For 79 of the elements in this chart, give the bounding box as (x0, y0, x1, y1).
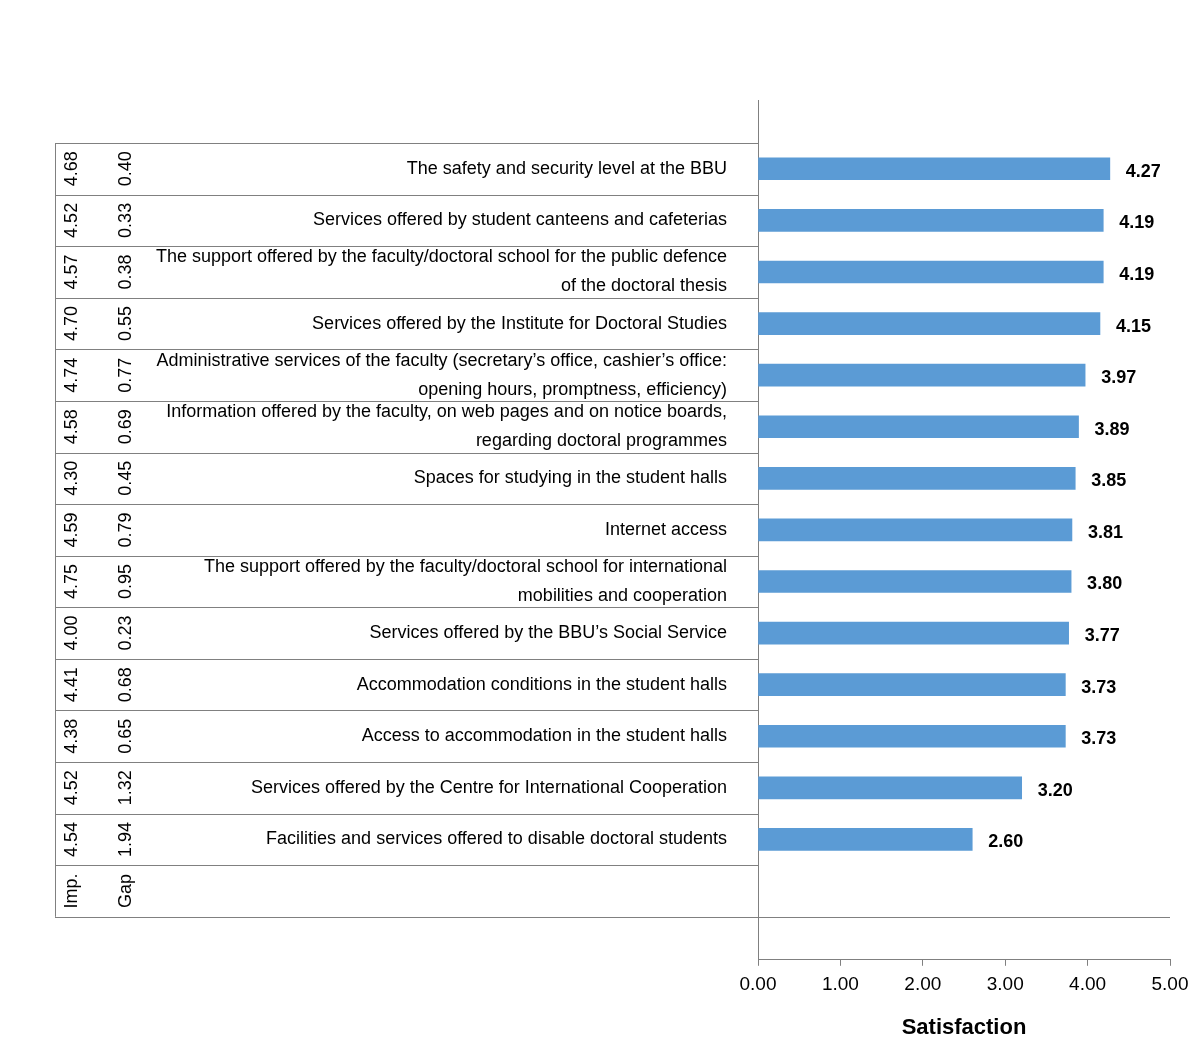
text: 4.58 (60, 409, 81, 445)
x-tick-label: 1.00 (821, 973, 859, 995)
text: 4.74 (60, 357, 81, 393)
text: 0.23 (114, 615, 135, 651)
text: 4.41 (60, 667, 81, 703)
text: 4.57 (60, 254, 81, 290)
text: 0.65 (114, 718, 135, 754)
bar (758, 157, 1111, 181)
x-tick-label: 3.00 (986, 973, 1024, 995)
y-tick-label: Services offered by the Institute for Doctoral Studies (312, 312, 727, 333)
bar (758, 621, 1069, 645)
y-tick-label: Services offered by the Centre for International Cooperation (251, 776, 727, 797)
bar (758, 209, 1104, 232)
text: 0.69 (114, 409, 135, 445)
y-tick-label: Services offered by student canteens and cafeterias (313, 209, 727, 230)
bar (758, 570, 1072, 593)
x-axis-title: Satisfaction (901, 1013, 1027, 1039)
text: 4.38 (60, 718, 81, 754)
text: 4.70 (60, 306, 81, 342)
bar (758, 724, 1066, 748)
text: 0.40 (114, 151, 135, 187)
text: 4.52 (60, 770, 81, 806)
text: Imp. (60, 873, 81, 909)
text: 1.94 (114, 821, 135, 857)
y-tick-label: Facilities and services offered to disable doctoral students (266, 828, 727, 849)
data-label: 3.73 (1081, 676, 1117, 697)
x-tick-label: 0.00 (739, 973, 777, 995)
text: 0.55 (114, 306, 135, 342)
bar (758, 776, 1023, 800)
data-label: 3.81 (1087, 521, 1123, 542)
text: 0.33 (114, 202, 135, 238)
text: 4.00 (60, 615, 81, 651)
data-label: 3.77 (1084, 625, 1120, 646)
data-label: 2.60 (988, 831, 1024, 852)
data-label: 3.73 (1081, 728, 1117, 749)
data-label: 3.80 (1087, 573, 1123, 594)
data-label: 3.85 (1091, 470, 1127, 491)
bar (758, 312, 1101, 335)
bar (758, 415, 1079, 439)
text: 0.68 (114, 667, 135, 703)
data-label: 3.89 (1094, 418, 1130, 439)
text: 4.54 (60, 821, 81, 857)
y-tick-label: Spaces for studying in the student halls (413, 467, 727, 488)
y-tick-label: Information offered by the faculty, on web pages and on notice boards, regarding doctoral programmes (166, 401, 727, 451)
data-label: 4.19 (1119, 263, 1155, 284)
data-label: 3.97 (1101, 367, 1137, 388)
y-tick-label: The support offered by the faculty/doctoral school for international mobilities and cooperation (204, 555, 727, 605)
y-tick-label: Access to accommodation in the student halls (361, 725, 727, 746)
bar (758, 828, 973, 851)
bar (758, 466, 1076, 490)
data-label: 3.20 (1037, 779, 1073, 800)
y-tick-label: Accommodation conditions in the student halls (356, 673, 727, 694)
text: 4.68 (60, 151, 81, 187)
bar (758, 518, 1073, 542)
x-tick-label: 4.00 (1069, 973, 1107, 995)
data-label: 4.19 (1119, 212, 1155, 233)
bar (758, 673, 1066, 696)
text: 4.75 (60, 563, 81, 600)
text: Gap (114, 874, 135, 909)
y-tick-label: The safety and security level at the BBU (406, 157, 727, 178)
text: 0.77 (114, 357, 135, 393)
y-tick-label: Internet access (604, 518, 727, 539)
text: 0.38 (114, 254, 135, 290)
y-tick-label: The support offered by the faculty/doctoral school for the public defence of the doctoral thesis (155, 246, 727, 296)
x-tick-label: 5.00 (1151, 973, 1189, 995)
text: 0.45 (114, 460, 135, 496)
y-tick-label: Administrative services of the faculty (secretary’s office, cashier’s office: opening hours, promptness, efficiency) (156, 349, 727, 399)
data-label: 4.27 (1125, 160, 1161, 181)
text: 4.30 (60, 460, 81, 496)
bar (758, 363, 1086, 387)
text: 4.59 (60, 512, 81, 548)
text: 0.95 (114, 563, 135, 600)
bar (758, 260, 1104, 284)
text: 4.52 (60, 202, 81, 238)
text: 0.79 (114, 512, 135, 548)
data-label: 4.15 (1115, 315, 1152, 336)
x-tick-label: 2.00 (904, 973, 942, 995)
y-tick-label: Services offered by the BBU’s Social Service (369, 622, 727, 643)
text: 1.32 (114, 770, 135, 806)
